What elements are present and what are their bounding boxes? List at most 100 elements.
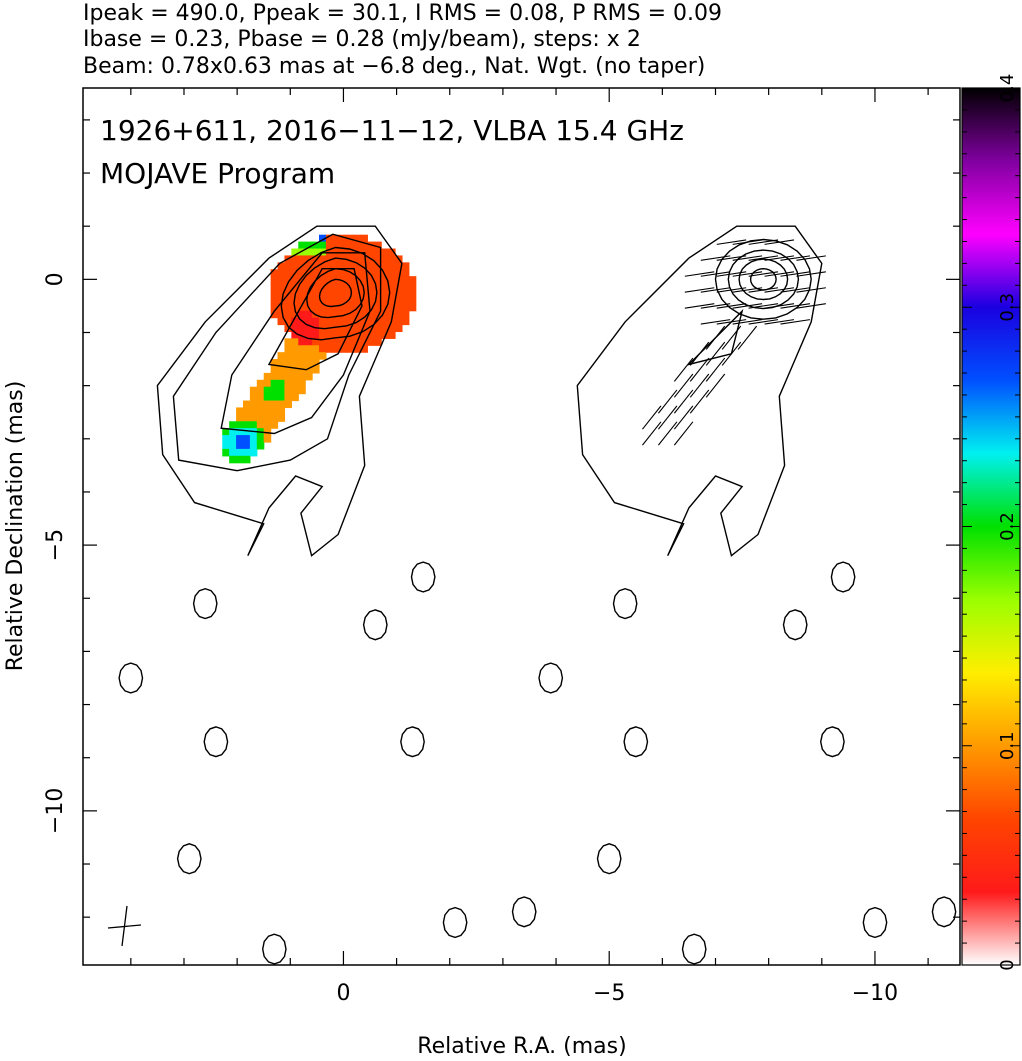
pol-pixel xyxy=(277,372,286,381)
pol-pixel xyxy=(325,310,334,319)
pol-pixel xyxy=(277,289,286,298)
pol-pixel xyxy=(229,421,237,429)
colorbar-tick-label: 0.2 xyxy=(997,512,1018,541)
pol-pixel xyxy=(381,310,389,319)
evpa-vector xyxy=(748,319,779,325)
header-line-3: Beam: 0.78x0.63 mas at −6.8 deg., Nat. W… xyxy=(83,54,705,79)
contour-island xyxy=(203,726,229,758)
pol-pixel xyxy=(222,435,230,443)
evpa-vector xyxy=(673,389,694,414)
evpa-vector xyxy=(689,389,710,414)
pol-pixel xyxy=(401,289,410,298)
pol-pixel xyxy=(256,435,265,443)
pol-pixel xyxy=(408,289,417,298)
pol-pixel xyxy=(367,324,375,333)
pol-pixel xyxy=(312,352,320,360)
pol-pixel xyxy=(353,262,362,270)
pol-pixel xyxy=(408,303,417,312)
pol-pixel xyxy=(242,421,251,429)
evpa-vector xyxy=(705,357,726,382)
pol-pixel xyxy=(277,365,286,374)
contour-island xyxy=(681,933,707,965)
evpa-vector xyxy=(764,271,795,277)
pol-pixel xyxy=(318,289,327,298)
pol-pixel xyxy=(339,345,348,353)
pol-pixel xyxy=(291,324,299,333)
pol-pixel xyxy=(284,386,292,395)
pol-pixel xyxy=(367,338,375,346)
pol-pixel xyxy=(353,324,362,333)
contour-island xyxy=(931,896,957,928)
pol-pixel xyxy=(242,414,251,422)
pol-pixel xyxy=(270,269,279,277)
pol-pixel xyxy=(346,289,355,298)
contour-island xyxy=(538,662,564,694)
pol-pixel xyxy=(353,289,362,298)
pol-pixel xyxy=(367,289,375,298)
pol-pixel xyxy=(318,338,327,346)
pol-pixel xyxy=(325,338,334,346)
pol-pixel xyxy=(291,255,299,263)
pol-pixel xyxy=(284,365,292,374)
pol-pixel xyxy=(332,296,341,305)
pol-pixel xyxy=(291,393,299,402)
pol-pixel xyxy=(256,379,265,388)
evpa-vector xyxy=(796,271,826,277)
pol-pixel xyxy=(236,421,244,429)
pol-pixel xyxy=(236,441,244,450)
pol-pixel xyxy=(229,428,237,436)
pol-pixel xyxy=(353,296,362,305)
evpa-vector xyxy=(732,271,763,277)
pol-pixel xyxy=(249,407,258,415)
pol-pixel xyxy=(325,345,334,353)
pol-pixel xyxy=(318,262,327,270)
pol-pixel xyxy=(318,317,327,326)
pol-pixel xyxy=(401,317,410,326)
pol-pixel xyxy=(381,255,389,263)
pol-pixel xyxy=(229,435,237,443)
chart-title-line-1: 1926+611, 2016−11−12, VLBA 15.4 GHz xyxy=(100,114,684,147)
contour-island xyxy=(118,662,144,694)
pol-pixel xyxy=(346,276,355,284)
pol-pixel xyxy=(298,269,306,277)
pol-pixel xyxy=(381,283,389,291)
contour-island xyxy=(511,896,537,928)
pol-pixel xyxy=(256,393,265,402)
pol-pixel xyxy=(242,428,251,436)
pol-pixel xyxy=(312,338,320,346)
evpa-vector xyxy=(673,373,694,398)
evpa-vector xyxy=(700,271,731,277)
pol-pixel xyxy=(284,276,292,284)
pol-pixel xyxy=(236,448,244,457)
evpa-vector xyxy=(642,421,662,446)
pol-pixel xyxy=(284,359,292,367)
intensity-contours xyxy=(118,225,957,965)
pol-pixel xyxy=(339,276,348,284)
pol-pixel xyxy=(374,248,382,257)
pol-pixel xyxy=(394,324,403,333)
contour-island xyxy=(410,561,436,593)
pol-pixel xyxy=(284,324,292,333)
pol-pixel xyxy=(291,365,299,374)
pol-pixel xyxy=(339,303,348,312)
pol-pixel xyxy=(291,345,299,353)
pol-pixel xyxy=(305,283,313,291)
pol-pixel xyxy=(249,421,258,429)
pol-pixel xyxy=(374,303,382,312)
pol-pixel xyxy=(318,234,327,243)
x-axis-label: Relative R.A. (mas) xyxy=(417,1034,626,1059)
evpa-vector xyxy=(780,319,811,325)
pol-pixel xyxy=(388,296,396,305)
pol-pixel xyxy=(367,269,375,277)
pol-pixel xyxy=(242,441,251,450)
pol-pixel xyxy=(339,331,348,339)
pol-pixel xyxy=(305,338,313,346)
pol-pixel xyxy=(270,365,279,374)
evpa-vector xyxy=(732,255,763,261)
pol-pixel xyxy=(284,393,292,402)
pol-pixel xyxy=(388,310,396,319)
pol-pixel xyxy=(339,324,348,333)
evpa-vector xyxy=(700,287,731,293)
pol-pixel xyxy=(305,345,313,353)
pol-pixel xyxy=(388,331,396,339)
